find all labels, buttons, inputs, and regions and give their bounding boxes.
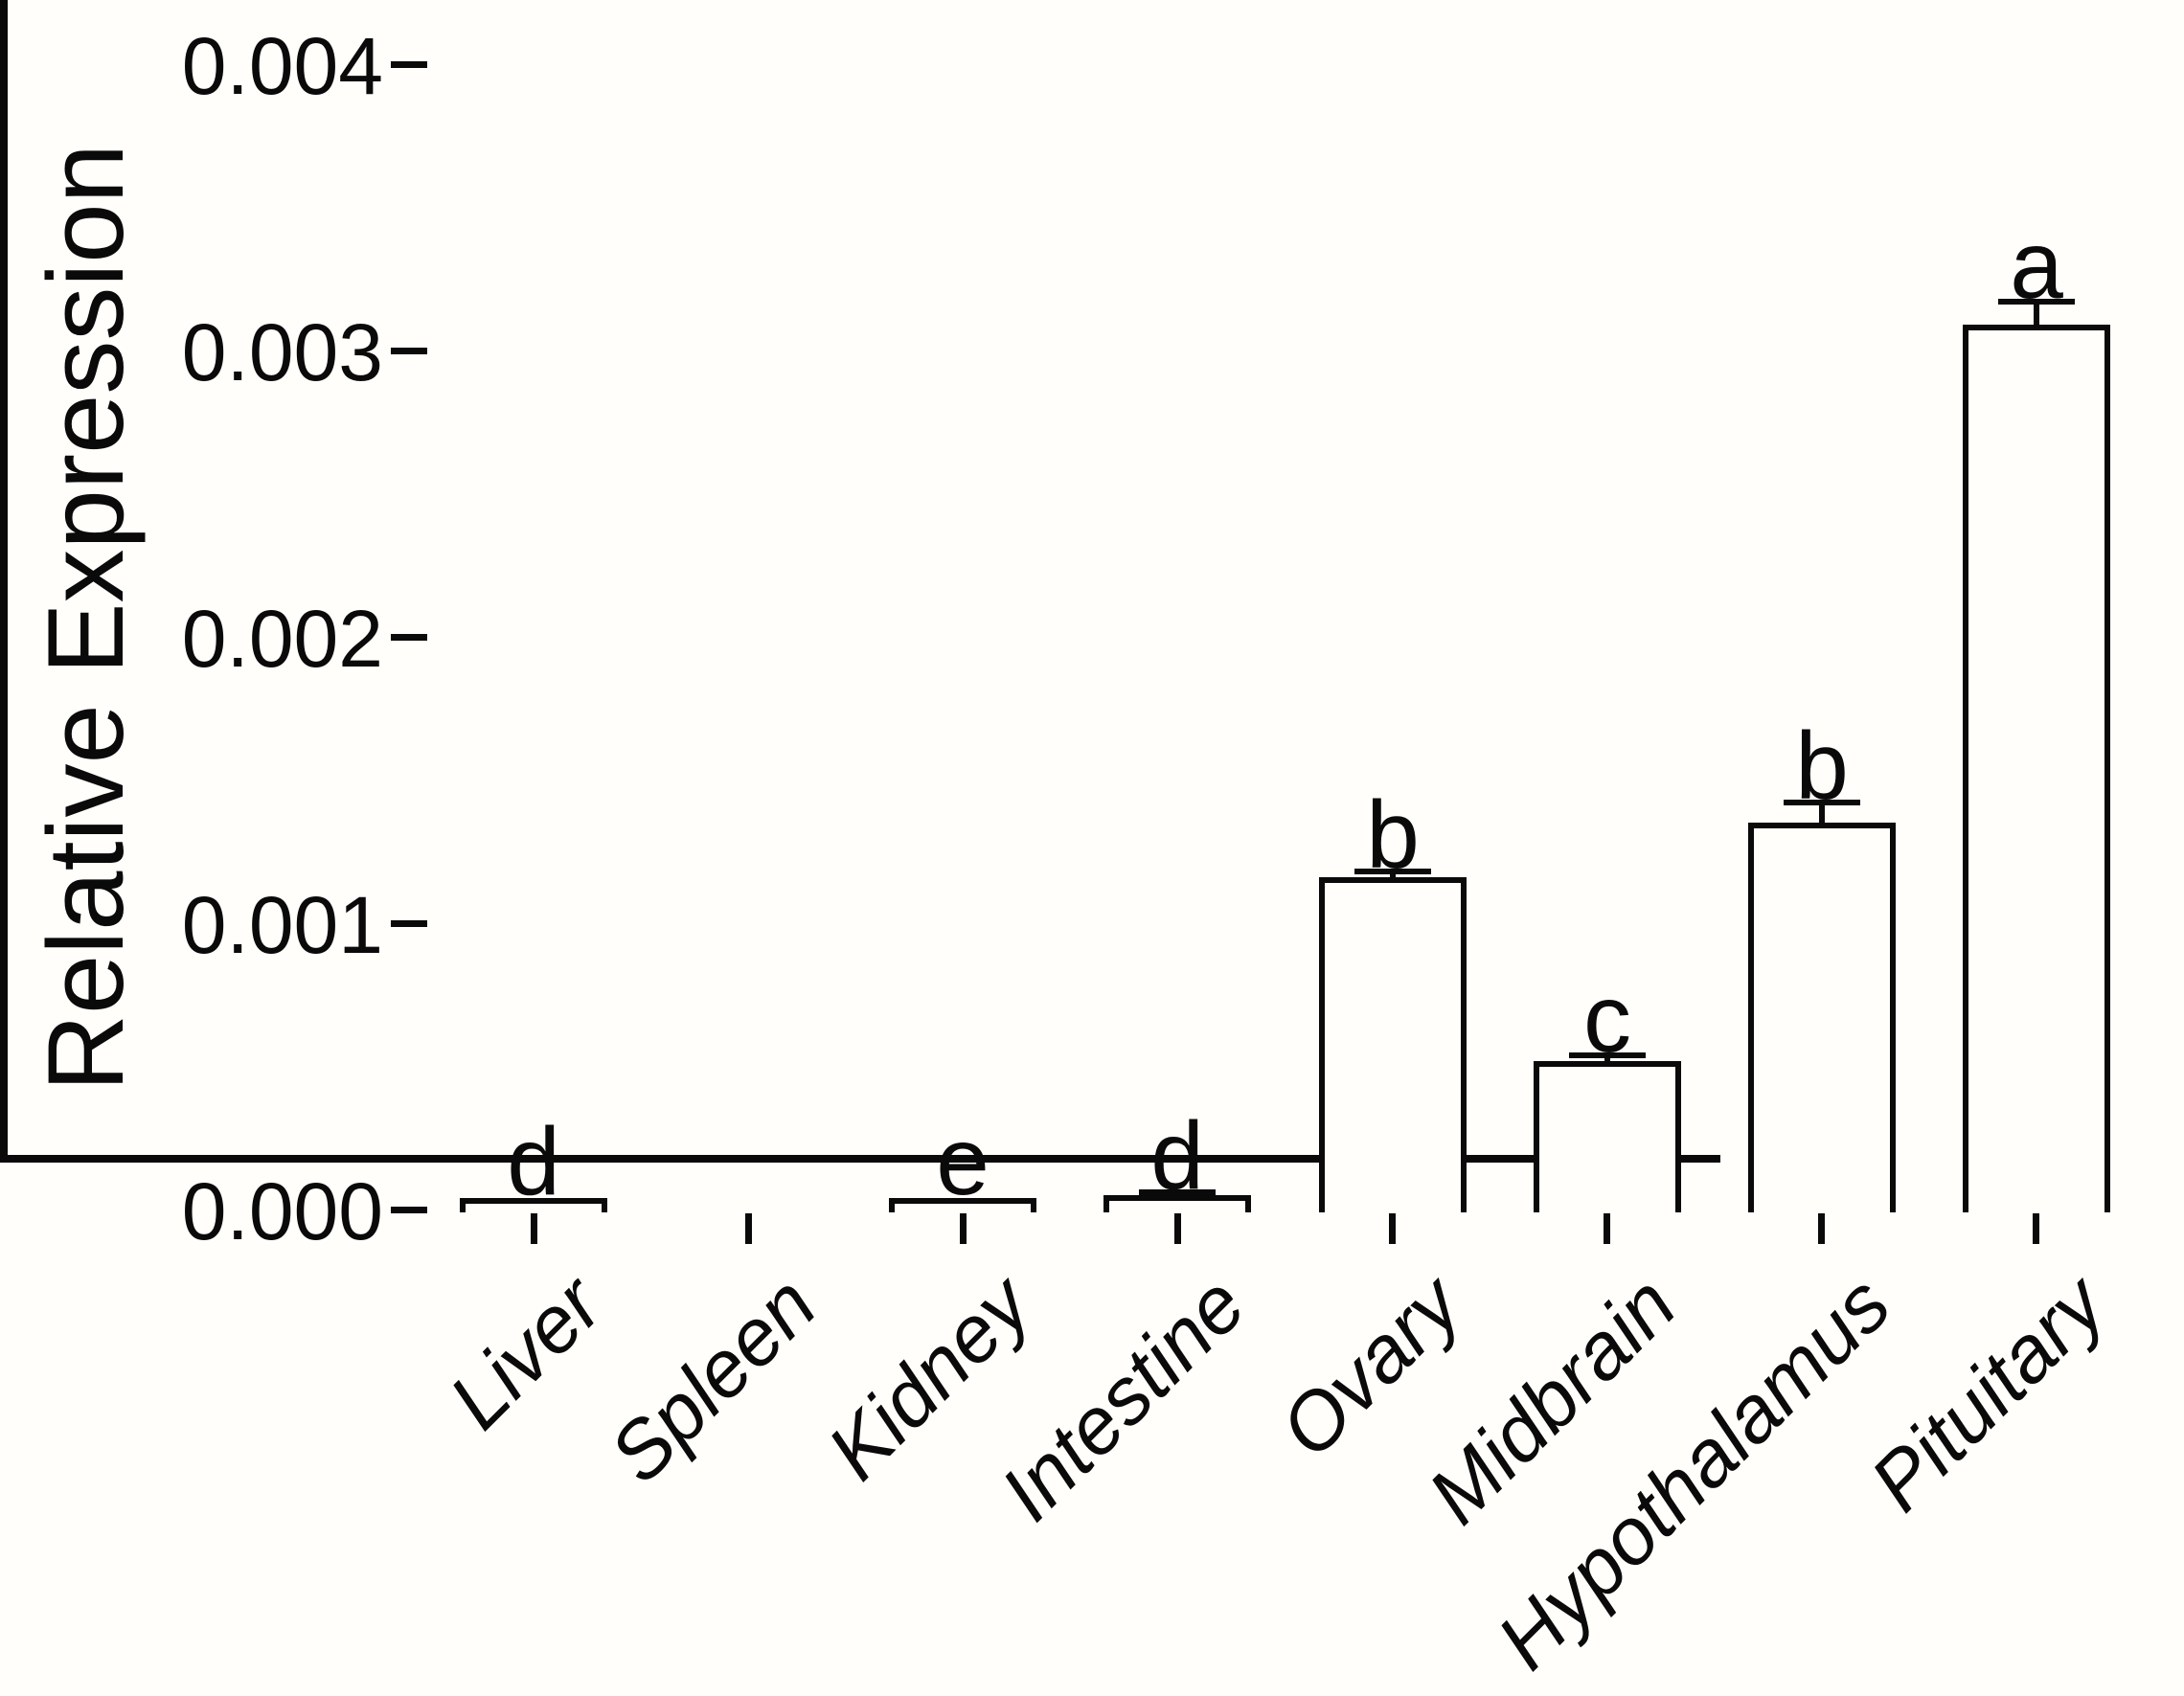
error-bar-cap-midbrain bbox=[1569, 1052, 1646, 1058]
significance-letter-intestine: d bbox=[1150, 1102, 1204, 1210]
error-bar-cap-hypothalamus bbox=[1784, 800, 1860, 805]
y-tick bbox=[391, 920, 427, 927]
y-tick-label: 0.000 bbox=[181, 1166, 383, 1256]
y-tick bbox=[391, 348, 427, 354]
bar-intestine bbox=[1103, 1195, 1251, 1212]
significance-letter-midbrain: c bbox=[1583, 965, 1631, 1073]
significance-letter-kidney: e bbox=[936, 1108, 990, 1215]
y-tick bbox=[391, 634, 427, 641]
error-bar-cap-intestine bbox=[1139, 1189, 1216, 1195]
y-tick-label: 0.002 bbox=[181, 594, 383, 684]
y-tick bbox=[391, 1207, 427, 1213]
bar-kidney bbox=[889, 1198, 1036, 1212]
x-tick bbox=[960, 1213, 967, 1244]
significance-letter-ovary: b bbox=[1366, 781, 1420, 889]
bar-liver bbox=[460, 1198, 607, 1212]
significance-letter-liver: d bbox=[507, 1108, 560, 1215]
x-axis-label-spleen: Spleen bbox=[592, 1258, 833, 1500]
bar-hypothalamus bbox=[1748, 823, 1896, 1212]
x-axis-label-pituitary: Pituitary bbox=[1852, 1258, 2122, 1528]
y-tick-label: 0.003 bbox=[181, 307, 383, 397]
y-axis-line bbox=[0, 0, 8, 1155]
x-tick bbox=[2033, 1213, 2039, 1244]
error-bar-whisker-midbrain bbox=[1604, 1055, 1610, 1063]
x-tick bbox=[1604, 1213, 1610, 1244]
significance-letter-hypothalamus: b bbox=[1795, 712, 1849, 820]
y-tick-label: 0.001 bbox=[181, 880, 383, 970]
x-tick bbox=[1389, 1213, 1396, 1244]
significance-letter-pituitary: a bbox=[2010, 212, 2063, 319]
bar-midbrain bbox=[1534, 1061, 1681, 1212]
x-axis-label-ovary: Ovary bbox=[1263, 1258, 1478, 1475]
x-tick bbox=[531, 1213, 537, 1244]
error-bar-whisker-pituitary bbox=[2034, 302, 2039, 327]
error-bar-cap-ovary bbox=[1354, 869, 1431, 874]
error-bar-cap-pituitary bbox=[1998, 299, 2075, 305]
y-tick bbox=[391, 61, 427, 68]
y-tick-label: 0.004 bbox=[181, 21, 383, 111]
x-axis-label-liver: Liver bbox=[431, 1258, 619, 1446]
x-axis-label-hypothalamus: Hypothalamus bbox=[1479, 1258, 1907, 1686]
bar-ovary bbox=[1319, 877, 1467, 1212]
bar-pituitary bbox=[1963, 325, 2110, 1212]
x-tick bbox=[1818, 1213, 1825, 1244]
x-tick bbox=[1174, 1213, 1181, 1244]
x-tick bbox=[745, 1213, 752, 1244]
error-bar-whisker-hypothalamus bbox=[1819, 803, 1825, 825]
x-axis-line bbox=[0, 1155, 1720, 1163]
error-bar-whisker-ovary bbox=[1390, 871, 1396, 879]
